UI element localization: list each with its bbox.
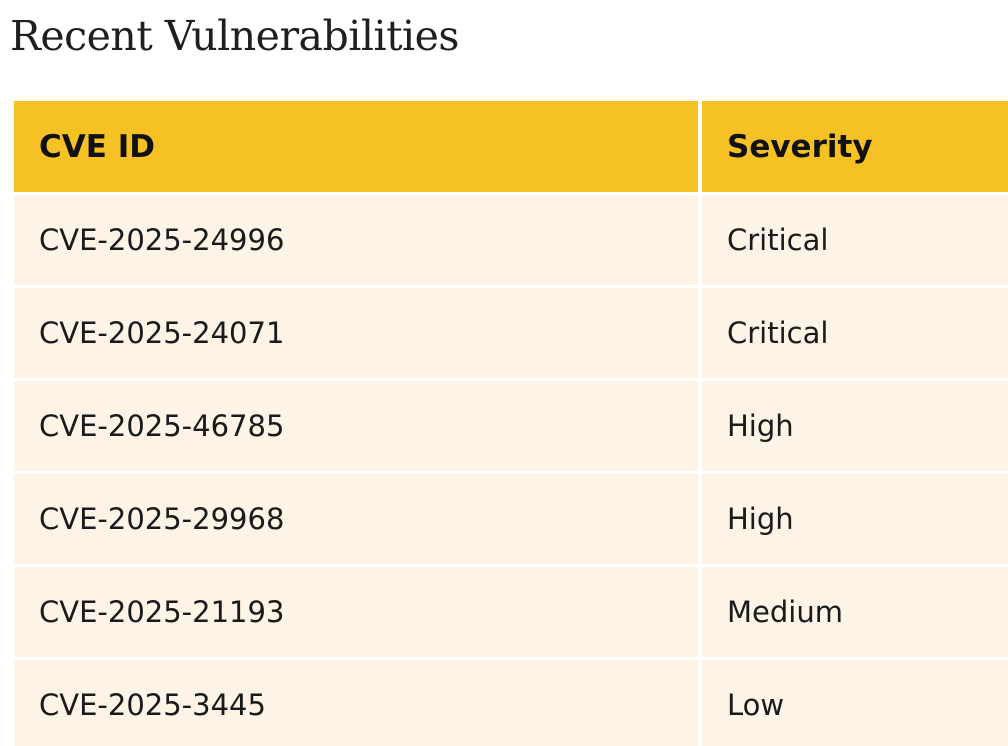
cve-id-cell: CVE-2025-24996 xyxy=(14,195,698,285)
severity-cell: High xyxy=(702,474,1008,564)
table-row: CVE-2025-21193 Medium xyxy=(14,567,1008,657)
table-row: CVE-2025-46785 High xyxy=(14,381,1008,471)
vulnerabilities-table: CVE ID Severity CVE-2025-24996 Critical … xyxy=(10,98,1008,746)
table-row: CVE-2025-24071 Critical xyxy=(14,288,1008,378)
table-header-row: CVE ID Severity xyxy=(14,101,1008,192)
cve-id-cell: CVE-2025-3445 xyxy=(14,660,698,746)
severity-cell: Critical xyxy=(702,288,1008,378)
cve-id-cell: CVE-2025-46785 xyxy=(14,381,698,471)
severity-cell: Low xyxy=(702,660,1008,746)
severity-cell: Medium xyxy=(702,567,1008,657)
cve-id-cell: CVE-2025-21193 xyxy=(14,567,698,657)
table-row: CVE-2025-3445 Low xyxy=(14,660,1008,746)
table-row: CVE-2025-24996 Critical xyxy=(14,195,1008,285)
cve-id-cell: CVE-2025-24071 xyxy=(14,288,698,378)
table-row: CVE-2025-29968 High xyxy=(14,474,1008,564)
cve-id-cell: CVE-2025-29968 xyxy=(14,474,698,564)
page-title: Recent Vulnerabilities xyxy=(10,12,459,60)
column-header-cve-id[interactable]: CVE ID xyxy=(14,101,698,192)
severity-cell: Critical xyxy=(702,195,1008,285)
column-header-severity[interactable]: Severity xyxy=(702,101,1008,192)
severity-cell: High xyxy=(702,381,1008,471)
